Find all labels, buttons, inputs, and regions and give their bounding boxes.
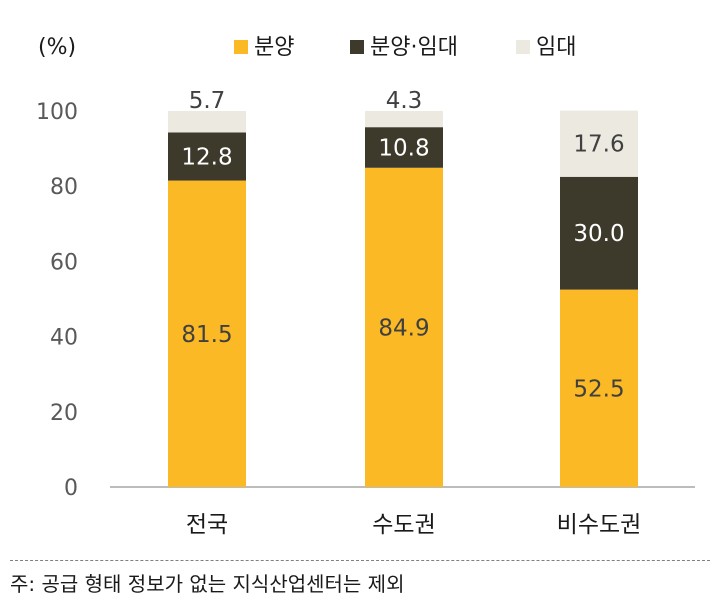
legend-label: 분양 [254,35,294,60]
legend-label: 임대 [536,35,576,60]
bar-segment [560,176,638,290]
bar-segment [168,111,246,133]
data-label: 84.9 [378,315,429,341]
stacked-bar-chart: (%) 분양 분양·임대 임대 0 20 40 60 80 100 81.5 12.8 5.7 84… [36,35,695,538]
data-label: 81.5 [181,322,232,348]
data-label: 52.5 [573,376,624,402]
unit-label: (%) [38,35,76,60]
x-category-label: 수도권 [372,512,435,538]
bar-segment [365,167,443,487]
data-label: 4.3 [386,88,423,114]
bar-segment [365,127,443,168]
x-axis: 전국 수도권 비수도권 [186,512,641,538]
data-label: 17.6 [573,132,624,158]
bar-segment [168,180,246,487]
data-label: 10.8 [378,135,429,161]
legend-swatch [516,40,530,54]
data-label: 30.0 [573,221,624,247]
footnote-divider [10,560,710,561]
legend: 분양 분양·임대 임대 [234,35,576,60]
x-category-label: 비수도권 [557,512,642,538]
footnote: 주: 공급 형태 정보가 없는 지식산업센터는 제외 [10,572,405,596]
legend-swatch [350,40,364,54]
y-tick-label: 20 [50,401,78,426]
bar-segment [560,110,638,177]
bar-segment [560,289,638,487]
data-label: 5.7 [189,88,226,114]
x-category-label: 전국 [186,512,228,538]
y-tick-label: 0 [64,476,78,501]
bars: 81.5 12.8 5.7 84.9 10.8 4.3 52.5 30.0 17.6 [168,88,638,487]
y-tick-label: 40 [50,326,78,351]
y-tick-label: 60 [50,250,78,275]
legend-label: 분양·임대 [370,35,458,60]
data-label: 12.8 [181,144,232,170]
bar-segment [168,132,246,181]
y-tick-label: 100 [36,100,78,125]
legend-swatch [234,40,248,54]
y-tick-label: 80 [50,175,78,200]
bar-segment [365,111,443,128]
